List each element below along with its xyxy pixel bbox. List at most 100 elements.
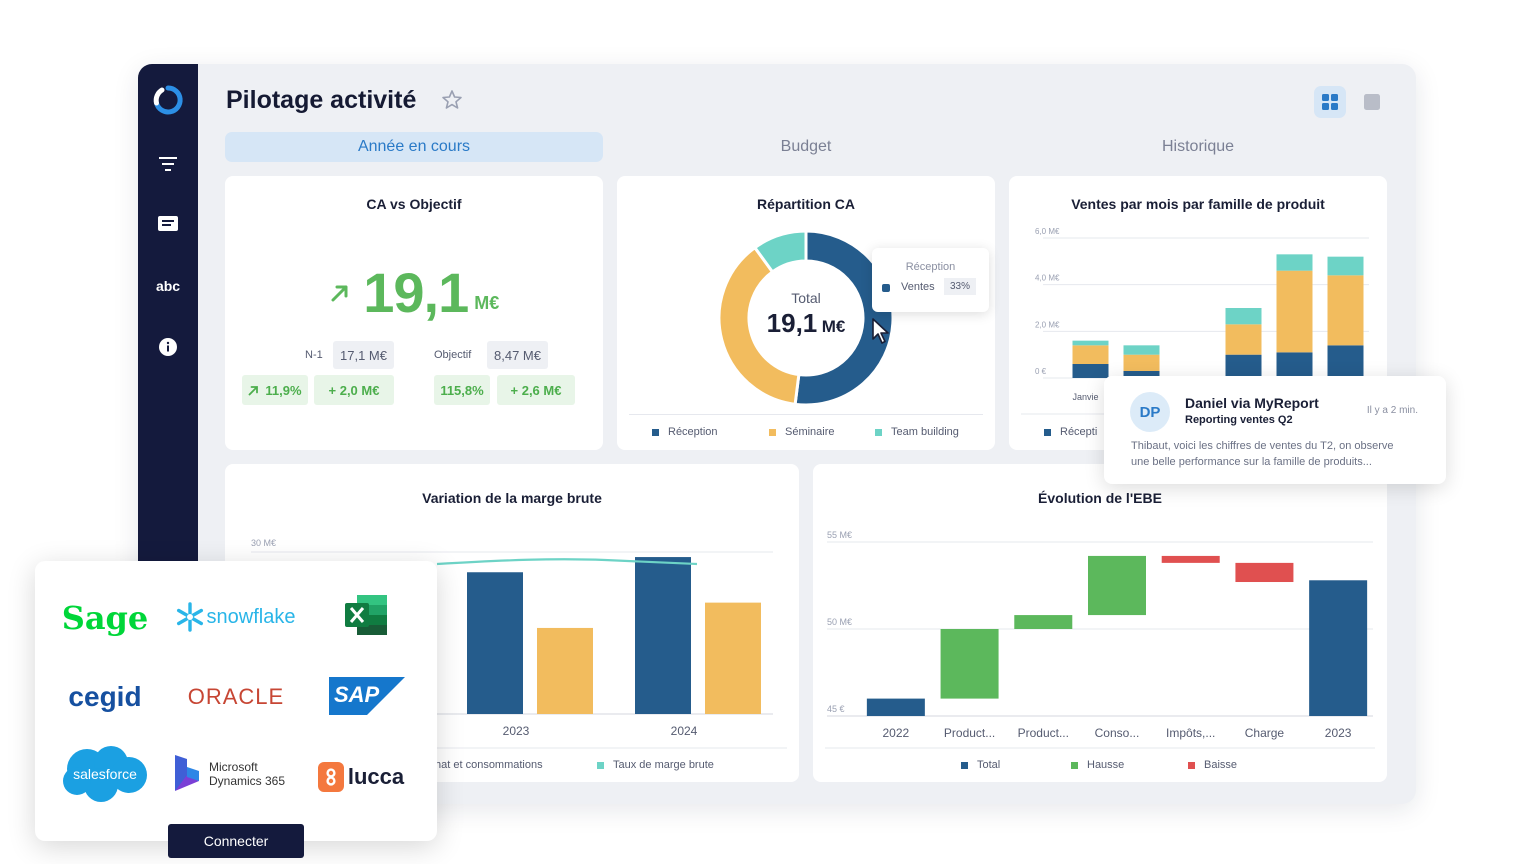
connect-button[interactable]: Connecter [168,824,304,858]
tooltip-value: 33% [944,278,977,295]
legend-label: Baisse [1204,759,1238,771]
excel-icon [345,595,387,635]
n1-value: 17,1 M€ [333,341,394,369]
x-tick-label: Conso... [1095,726,1140,740]
dynamics-logo-line1: Microsoft [209,760,258,774]
dynamics-logo-text: Microsoft Dynamics 365 [209,760,285,788]
waterfall-bar [1088,555,1146,616]
legend-swatch [769,428,776,436]
dynamics-icon [175,755,199,791]
marge-card-title: Variation de la marge brute [422,490,602,506]
notification-time: Il y a 2 min. [1366,405,1418,416]
dynamics-logo[interactable]: Microsoft Dynamics 365 [171,751,299,797]
marge-legend-item-2: Taux de marge brute [597,759,714,771]
ebe-card: Évolution de l'EBE 55 M€ 50 M€ 45 € 2022 Pro… [813,464,1387,782]
sage-logo[interactable]: Sage [61,593,149,643]
donut-legend-item: Séminaire [769,426,835,438]
tab-annee-en-cours[interactable]: Année en cours [225,132,603,162]
legend-label: Total [977,759,1001,771]
arrow-up-right-icon [331,285,348,301]
stacked-bar-chart: 6,0 M€ 4,0 M€ 2,0 M€ 0 € Janvie [1021,227,1375,415]
filter-icon[interactable] [148,144,188,184]
salesforce-logo[interactable]: salesforce [59,743,151,805]
donut-tooltip: Réception Ventes 33% [872,248,989,312]
y-tick-label: 0 € [1035,367,1047,376]
stack-bar-segment [1327,345,1364,378]
sage-logo-text: Sage [61,599,149,637]
marge-legend-item-1: hat et consommations [435,759,543,771]
y-tick-label: 6,0 M€ [1035,227,1060,236]
info-icon[interactable] [148,327,188,367]
salesforce-logo-text: salesforce [73,766,137,782]
ebe-card-title: Évolution de l'EBE [1038,490,1162,506]
stack-bar-segment [1276,352,1313,378]
page-title: Pilotage activité [226,86,417,114]
sap-logo[interactable]: SAP [329,677,405,717]
stack-bar-segment [1072,364,1109,378]
donut-total-label: Total [791,290,821,306]
cegid-logo[interactable]: cegid [61,675,149,719]
donut-card-title: Répartition CA [757,196,855,212]
donut-legend-item: Team building [875,426,959,438]
snowflake-logo[interactable]: snowflake [169,597,301,637]
marge-bar [705,602,761,714]
tooltip-series: Ventes [901,281,935,293]
donut-total-value: 19,1 M€ [747,308,865,339]
ebe-waterfall-chart: 55 M€ 50 M€ 45 € 2022 Product... Product... Co… [825,530,1375,749]
lucca-icon [317,762,344,792]
stack-bar-segment [1225,308,1262,325]
tab-budget[interactable]: Budget [780,138,832,155]
legend-label: Hausse [1087,759,1125,771]
y-tick-label: 4,0 M€ [1035,274,1060,283]
oracle-logo[interactable]: ORACLE [175,677,297,717]
legend-label: Séminaire [785,426,835,438]
x-tick-label: Product... [1018,726,1069,740]
waterfall-bar [1014,615,1073,629]
legend-label: Team building [891,426,959,438]
y-tick-label: 55 M€ [827,530,852,540]
donut-slice-1 [717,245,801,406]
legend-swatch [1188,761,1195,769]
marge-bar [635,557,691,714]
excel-logo[interactable] [341,593,391,637]
n1-percent-badge: 11,9% [242,375,308,405]
waterfall-bar [1235,562,1294,583]
waterfall-bar [866,698,925,716]
stack-bar-segment [1225,354,1262,378]
favorite-star-icon[interactable] [440,88,464,112]
legend-swatch [652,428,659,436]
grid-view-button[interactable] [1314,86,1346,118]
y-tick-label: 30 M€ [251,538,276,548]
stack-bar-segment [1072,340,1109,346]
donut-legend-item: Réception [652,426,718,438]
stack-bar-segment [1123,371,1160,378]
x-tick-label: 2023 [503,724,530,738]
notification-message-1: Thibaut, voici les chiffres de ventes du… [1131,440,1394,452]
stack-bar-segment [1072,345,1109,364]
notification-card[interactable]: DP Daniel via MyReport Reporting ventes … [1104,376,1446,484]
x-tick-label: Product... [944,726,995,740]
tab-historique[interactable]: Historique [1161,138,1235,155]
avatar: DP [1130,392,1170,432]
notification-message-2: une belle performance sur la famille de … [1131,456,1372,468]
tooltip-swatch [882,284,890,292]
objectif-label: Objectif [434,349,472,361]
single-view-button[interactable] [1360,90,1384,114]
marge-bar [467,572,523,714]
donut-chart [717,229,895,407]
objectif-value: 8,47 M€ [487,341,548,369]
text-icon[interactable]: abc [155,278,181,294]
stacked-card-title: Ventes par mois par famille de produit [1071,196,1325,212]
waterfall-bar [940,629,999,699]
legend-swatch [1071,761,1078,769]
comment-icon[interactable] [148,205,188,245]
cegid-logo-text: cegid [68,681,142,712]
waterfall-bar [1309,580,1368,716]
kpi-unit: M€ [474,292,500,313]
lucca-logo[interactable]: lucca [315,757,407,797]
kpi-main-value: 19,1 M€ [225,260,603,325]
app-logo-icon[interactable] [148,80,188,120]
legend-label: Réception [668,426,718,438]
cloud-icon [63,746,147,802]
waterfall-bar [1161,555,1220,563]
